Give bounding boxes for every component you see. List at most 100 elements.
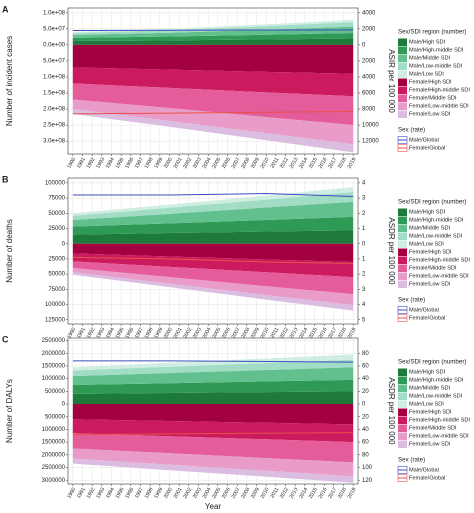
area xyxy=(72,448,354,477)
legend-swatch xyxy=(398,240,407,248)
x-tick-label: 2019 xyxy=(347,487,358,500)
x-tick-label: 1996 xyxy=(124,327,135,340)
x-axis-label: Year xyxy=(205,502,222,511)
y-tick-label: 3.0e+08 xyxy=(43,139,66,145)
legend-swatch xyxy=(398,264,407,272)
x-tick-label: 2001 xyxy=(173,157,184,170)
rate-line xyxy=(72,110,354,115)
legend-swatch xyxy=(398,376,407,384)
y-tick-label: 50000 xyxy=(48,211,65,217)
x-tick-label: 1999 xyxy=(153,487,164,500)
legend-swatch xyxy=(398,232,407,240)
area xyxy=(72,22,354,35)
legend-label: Female/Global xyxy=(409,475,445,481)
x-tick-label: 1993 xyxy=(95,157,106,170)
y2-tick-label: 4 xyxy=(362,180,366,186)
legend-swatch xyxy=(398,216,407,224)
legend-label: Female/High SDI xyxy=(409,79,452,85)
legend-label: Female/Global xyxy=(409,145,445,151)
rate-line xyxy=(72,256,354,264)
y2-tick-label: 2000 xyxy=(362,59,376,65)
legend-label: Male/Low SDI xyxy=(409,241,444,247)
x-tick-label: 2015 xyxy=(308,327,319,340)
legend-swatch xyxy=(398,54,407,62)
area xyxy=(72,33,354,42)
legend-swatch xyxy=(398,102,407,110)
x-tick-label: 2018 xyxy=(337,327,348,340)
y-tick-label: 75000 xyxy=(48,287,65,293)
y2-tick-label: 6000 xyxy=(362,91,376,97)
x-tick-label: 1997 xyxy=(134,487,145,500)
x-tick-label: 1992 xyxy=(86,157,97,170)
legend-label: Male/Low-middle SDI xyxy=(409,63,463,69)
x-tick-label: 2019 xyxy=(347,327,358,340)
x-tick-label: 2002 xyxy=(182,157,193,170)
x-tick-label: 1995 xyxy=(115,327,126,340)
x-tick-label: 2004 xyxy=(202,157,213,170)
x-tick-label: 2016 xyxy=(318,487,329,500)
y-tick-label: 5.0e+07 xyxy=(43,59,66,65)
y-tick-label: 3000000 xyxy=(42,478,66,484)
x-tick-label: 2017 xyxy=(327,487,338,500)
area xyxy=(72,67,354,97)
legend-swatch xyxy=(398,368,407,376)
y-tick-label: 0 xyxy=(62,402,66,408)
x-tick-label: 2006 xyxy=(221,157,232,170)
legend-title: Sex/SDI region (number) xyxy=(398,29,466,36)
x-tick-label: 1995 xyxy=(115,487,126,500)
x-tick-label: 2010 xyxy=(260,327,271,340)
y-tick-label: 125000 xyxy=(45,317,66,323)
x-tick-label: 2000 xyxy=(163,157,174,170)
x-tick-label: 1994 xyxy=(105,327,116,340)
legend-label: Male/High-middle SDI xyxy=(409,47,464,53)
y-tick-label: 2000000 xyxy=(42,351,66,357)
y-tick-label: 25000 xyxy=(48,256,65,262)
legend-label: Female/High-middle SDI xyxy=(409,417,470,423)
x-tick-label: 2007 xyxy=(231,157,242,170)
y-tick-label: 1.5e+08 xyxy=(43,91,66,97)
area xyxy=(72,26,354,38)
x-tick-label: 2007 xyxy=(231,327,242,340)
legend-label: Female/High-middle SDI xyxy=(409,87,470,93)
x-tick-label: 2018 xyxy=(337,157,348,170)
area xyxy=(72,216,354,235)
legend-label: Female/Low SDI xyxy=(409,111,451,117)
y2-tick-label: 0 xyxy=(362,241,366,247)
legend-label: Female/Middle SDI xyxy=(409,425,457,431)
x-tick-label: 2006 xyxy=(221,327,232,340)
area xyxy=(72,201,354,227)
x-tick-label: 1992 xyxy=(86,327,97,340)
y2-axis-label: ASDR per 100 000 xyxy=(387,377,396,445)
legend-label: Female/Low-middle SDI xyxy=(409,103,469,109)
legend-label: Male/High SDI xyxy=(409,39,446,45)
legend-swatch xyxy=(398,46,407,54)
legend-title: Sex (rate) xyxy=(398,127,425,134)
x-tick-label: 1994 xyxy=(105,157,116,170)
panel-letter: B xyxy=(2,174,9,184)
x-tick-label: 1990 xyxy=(66,157,77,170)
area xyxy=(72,391,354,405)
x-tick-label: 1994 xyxy=(105,487,116,500)
legend-swatch xyxy=(398,248,407,256)
legend-label: Male/Middle SDI xyxy=(409,225,450,231)
y2-tick-label: 80 xyxy=(362,452,369,458)
x-tick-label: 2012 xyxy=(279,157,290,170)
x-tick-label: 2019 xyxy=(347,157,358,170)
y-axis-label: Number of incident cases xyxy=(5,36,14,126)
legend-swatch xyxy=(398,400,407,408)
y2-tick-label: 4 xyxy=(362,302,366,308)
x-tick-label: 2009 xyxy=(250,487,261,500)
y2-tick-label: 100 xyxy=(362,465,373,471)
x-tick-label: 1991 xyxy=(76,157,87,170)
x-tick-label: 1999 xyxy=(153,157,164,170)
x-tick-label: 1997 xyxy=(134,157,145,170)
area xyxy=(72,19,354,34)
legend-label: Male/High SDI xyxy=(409,209,446,215)
rate-line xyxy=(72,193,354,198)
x-tick-label: 2004 xyxy=(202,327,213,340)
legend-label: Female/Middle SDI xyxy=(409,265,457,271)
y2-tick-label: 3 xyxy=(362,287,366,293)
legend-label: Male/High-middle SDI xyxy=(409,377,464,383)
y2-axis-label: ASDR per 100 000 xyxy=(387,217,396,285)
x-tick-label: 2008 xyxy=(240,327,251,340)
